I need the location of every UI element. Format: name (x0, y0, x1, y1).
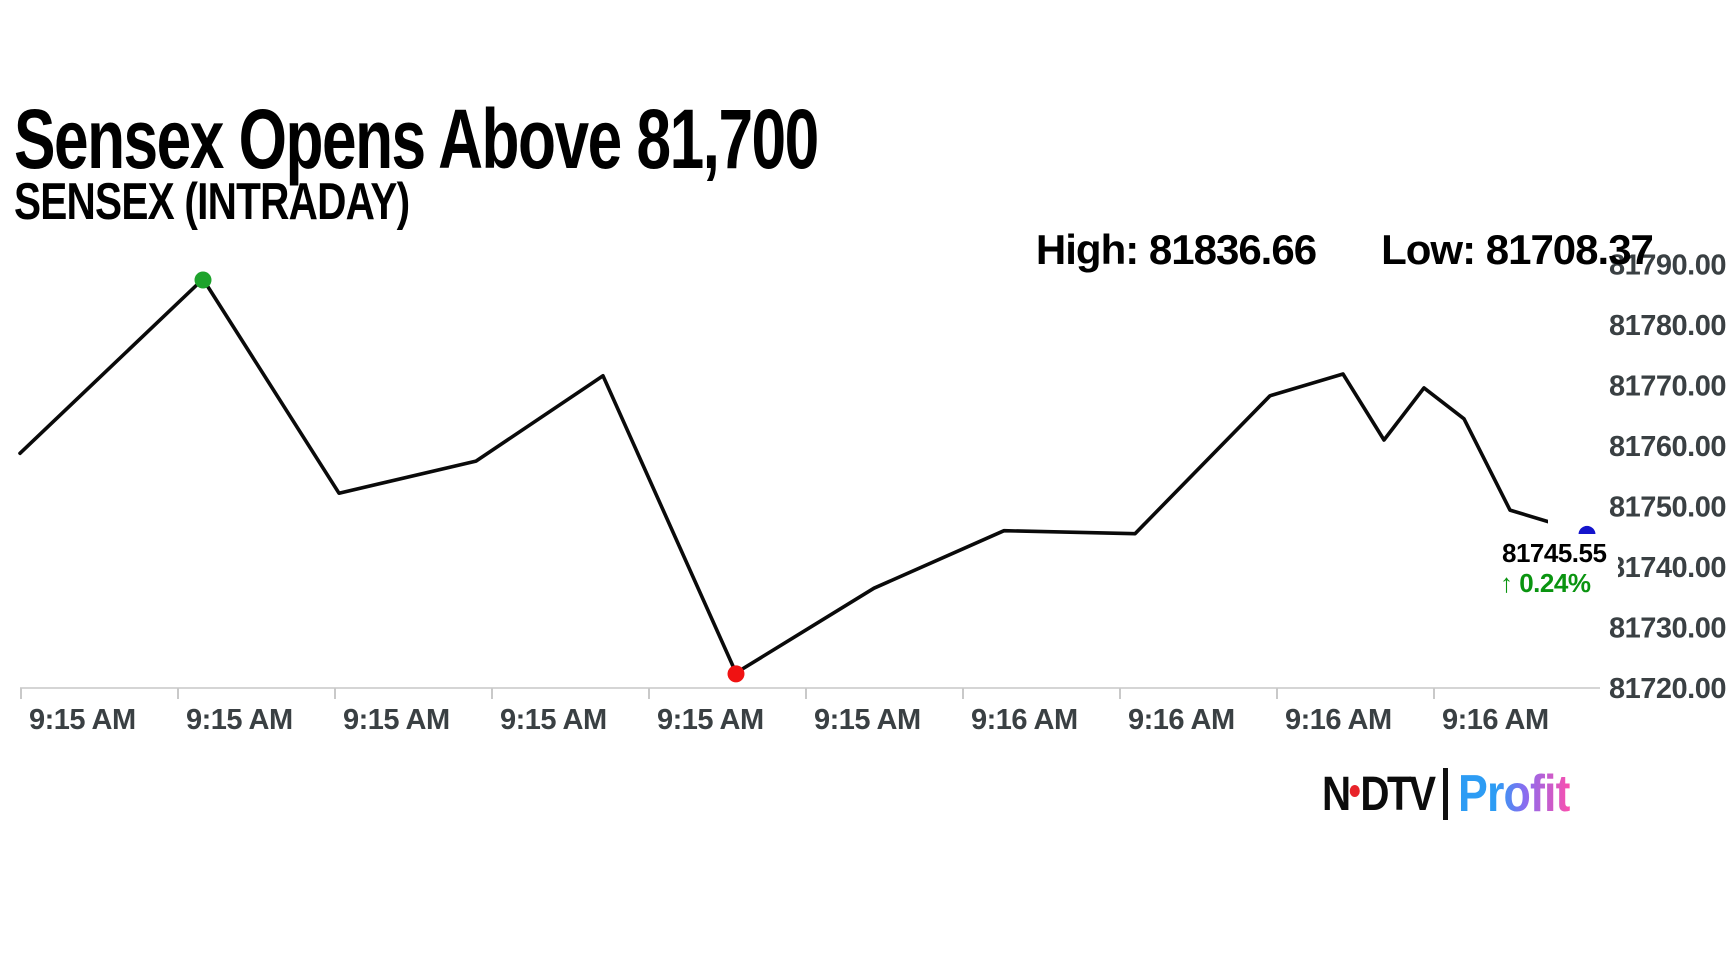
price-line-series (18, 271, 1596, 683)
x-axis-tick-label: 9:16 AM (1128, 704, 1235, 736)
y-axis-tick-label: 81780.00 (1609, 310, 1726, 342)
profit-wordmark: Profit (1457, 765, 1570, 823)
y-axis-labels: 81790.00 81780.00 81770.00 81760.00 81750.00… (1609, 250, 1726, 706)
x-axis-tick-label: 9:15 AM (29, 704, 136, 736)
y-axis-tick-label: 81730.00 (1609, 613, 1726, 645)
ndtv-red-dot-icon (1349, 785, 1360, 797)
x-axis-tick-label: 9:16 AM (1442, 704, 1549, 736)
high-value-label: High: 81836.66 (1036, 226, 1316, 273)
x-axis-tick-label: 9:15 AM (814, 704, 921, 736)
low-value-label: Low: 81708.37 (1381, 226, 1653, 273)
change-percent-text: ↑ 0.24% (1500, 568, 1591, 598)
page-title: Sensex Opens Above 81,700 (14, 92, 819, 186)
session-low-marker (727, 665, 745, 683)
ndtv-letter-n: N (1322, 767, 1351, 821)
x-axis-tick-label: 9:15 AM (186, 704, 293, 736)
x-axis-tick-label: 9:15 AM (343, 704, 450, 736)
session-open-peak-marker (194, 271, 212, 289)
x-axis-tick-label: 9:15 AM (500, 704, 607, 736)
chart-subtitle: SENSEX (INTRADAY) (14, 173, 410, 231)
ndtv-letters-dtv: DTV (1360, 767, 1436, 821)
ndtv-profit-logo: N DTV Profit (1322, 764, 1587, 824)
logo-separator-bar (1442, 768, 1448, 820)
ndtv-wordmark: N DTV (1322, 767, 1436, 822)
x-axis: 9:15 AM 9:15 AM 9:15 AM 9:15 AM 9:15 AM 9:15 … (20, 687, 1600, 736)
y-axis-tick-label: 81760.00 (1609, 431, 1726, 463)
price-polyline (18, 277, 1589, 675)
x-axis-tick-label: 9:16 AM (1285, 704, 1392, 736)
y-axis-tick-label: 81740.00 (1609, 552, 1726, 584)
x-axis-tick-label: 9:15 AM (657, 704, 764, 736)
last-price-callout: 81745.55 ↑ 0.24% (1490, 534, 1618, 598)
last-price-callout-background (1490, 534, 1618, 594)
y-axis-tick-label: 81720.00 (1609, 673, 1726, 705)
y-axis-tick-label: 81770.00 (1609, 371, 1726, 403)
x-axis-tick-label: 9:16 AM (971, 704, 1078, 736)
y-axis-tick-label: 81750.00 (1609, 492, 1726, 524)
last-price-text: 81745.55 (1502, 538, 1606, 568)
y-axis-tick-label: 81790.00 (1609, 250, 1726, 282)
